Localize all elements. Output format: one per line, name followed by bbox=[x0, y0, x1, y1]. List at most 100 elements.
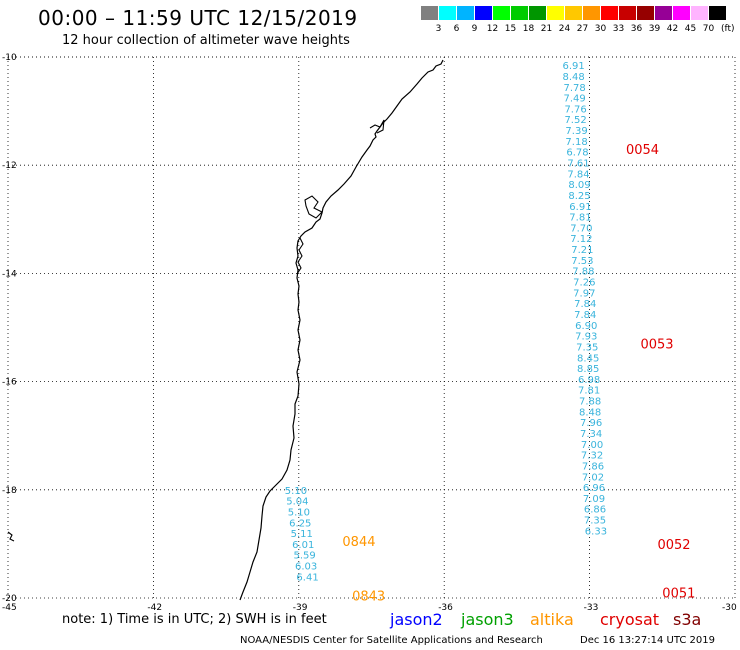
swh-value: 7.81 bbox=[569, 213, 591, 224]
color-scale-swatch bbox=[673, 6, 690, 20]
swh-value: 7.93 bbox=[575, 332, 597, 343]
swh-value: 7.81 bbox=[578, 386, 600, 397]
swh-value: 5.10 bbox=[288, 507, 310, 518]
pass-time-label: 0051 bbox=[662, 587, 695, 602]
pass-time-label: 0843 bbox=[352, 589, 385, 604]
swh-value: 5.04 bbox=[286, 497, 308, 508]
color-scale-label: 9 bbox=[471, 24, 478, 34]
swh-value: 6.33 bbox=[585, 526, 607, 537]
coastline bbox=[7, 59, 444, 601]
color-scale-swatch bbox=[709, 6, 726, 20]
pass-time-label: 0054 bbox=[626, 143, 659, 158]
map-title: 00:00 – 11:59 UTC 12/15/2019 bbox=[38, 6, 358, 30]
swh-value: 6.96 bbox=[583, 483, 605, 494]
color-scale-label: 15 bbox=[504, 24, 517, 34]
lon-tick-label: -45 bbox=[2, 603, 17, 613]
legend-s3a: s3a bbox=[673, 610, 702, 629]
color-scale-label: 39 bbox=[648, 24, 661, 34]
graticule bbox=[7, 56, 736, 599]
swh-value: 7.12 bbox=[570, 234, 592, 245]
swh-value: 8.45 bbox=[577, 353, 599, 364]
swh-value: 7.97 bbox=[573, 288, 595, 299]
color-scale-swatch bbox=[493, 6, 510, 20]
coastline-inlet bbox=[369, 119, 385, 134]
color-scale-label: 21 bbox=[540, 24, 553, 34]
color-scale-label: 36 bbox=[630, 24, 643, 34]
swh-value: 6.78 bbox=[566, 148, 588, 159]
swh-value: 6.41 bbox=[296, 572, 318, 583]
swh-value: 7.76 bbox=[564, 104, 586, 115]
swh-value: 6.25 bbox=[289, 518, 311, 529]
color-scale-swatch bbox=[457, 6, 474, 20]
coastline-fragment bbox=[7, 531, 15, 542]
swh-value: 6.86 bbox=[584, 505, 606, 516]
swh-value: 7.34 bbox=[580, 429, 602, 440]
swh-value: 7.96 bbox=[580, 418, 602, 429]
swh-value: 7.70 bbox=[570, 223, 592, 234]
color-scale-swatch bbox=[601, 6, 618, 20]
swh-value: 8.25 bbox=[568, 191, 590, 202]
color-scale-swatch bbox=[619, 6, 636, 20]
color-scale-swatch bbox=[637, 6, 654, 20]
map-subtitle: 12 hour collection of altimeter wave hei… bbox=[62, 33, 350, 48]
coastline-path bbox=[239, 59, 444, 601]
lat-tick-label: -12 bbox=[2, 161, 17, 171]
swh-value: 7.49 bbox=[563, 94, 585, 105]
lat-tick-label: -14 bbox=[2, 269, 17, 279]
swh-value: 7.39 bbox=[565, 126, 587, 137]
color-scale-label: 12 bbox=[486, 24, 499, 34]
swh-value: 7.21 bbox=[571, 245, 593, 256]
footnote: note: 1) Time is in UTC; 2) SWH is in fe… bbox=[62, 612, 327, 627]
swh-value: 6.03 bbox=[295, 562, 317, 573]
color-scale-label: 24 bbox=[558, 24, 571, 34]
swh-value: 7.35 bbox=[576, 342, 598, 353]
swh-value: 7.61 bbox=[567, 158, 589, 169]
swh-value: 5.11 bbox=[291, 529, 313, 540]
swh-value: 7.88 bbox=[572, 267, 594, 278]
color-scale-swatch bbox=[547, 6, 564, 20]
lat-tick-label: -20 bbox=[2, 594, 17, 604]
lat-tick-label: -18 bbox=[2, 486, 17, 496]
color-scale-label: 3 bbox=[435, 24, 442, 34]
pass-time-label: 0053 bbox=[640, 338, 673, 353]
swh-value: 8.85 bbox=[577, 364, 599, 375]
swh-value: 7.00 bbox=[581, 440, 603, 451]
lon-tick-label: -42 bbox=[147, 603, 162, 613]
pass-timecodes: 0054 0053 0052 0051 0844 0843 bbox=[342, 143, 695, 604]
legend-jason3: jason3 bbox=[461, 610, 514, 629]
swh-value: 6.90 bbox=[575, 321, 597, 332]
color-scale-swatch bbox=[565, 6, 582, 20]
color-scale-swatch bbox=[439, 6, 456, 20]
lon-tick-label: -39 bbox=[293, 603, 308, 613]
credit-line: NOAA/NESDIS Center for Satellite Applica… bbox=[240, 635, 543, 646]
swh-value: 6.01 bbox=[292, 540, 314, 551]
color-scale-label: 30 bbox=[594, 24, 607, 34]
swh-value: 5.10 bbox=[285, 486, 307, 497]
swh-value: 7.18 bbox=[565, 137, 587, 148]
swh-value: 7.53 bbox=[571, 256, 593, 267]
swh-value: 8.48 bbox=[563, 72, 585, 83]
color-scale-label: 70 bbox=[702, 24, 715, 34]
swh-value: 6.98 bbox=[578, 375, 600, 386]
swh-value: 8.09 bbox=[568, 180, 590, 191]
swh-value: 5.59 bbox=[294, 551, 316, 562]
color-scale-swatch bbox=[475, 6, 492, 20]
swh-value: 7.52 bbox=[564, 115, 586, 126]
swh-value: 7.09 bbox=[583, 494, 605, 505]
swh-value: 7.84 bbox=[574, 299, 596, 310]
color-scale-unit: (ft) bbox=[721, 24, 735, 34]
swh-value: 7.26 bbox=[573, 278, 595, 289]
swh-value: 7.78 bbox=[563, 83, 585, 94]
swh-value: 7.88 bbox=[579, 397, 601, 408]
lat-tick-label: -10 bbox=[2, 53, 17, 63]
color-scale-label: 33 bbox=[612, 24, 625, 34]
lon-tick-label: -33 bbox=[584, 603, 599, 613]
color-scale-swatch bbox=[511, 6, 528, 20]
swh-value: 7.32 bbox=[581, 451, 603, 462]
swh-value: 7.84 bbox=[567, 169, 589, 180]
swh-value: 7.35 bbox=[584, 516, 606, 527]
color-scale-label: 18 bbox=[522, 24, 535, 34]
swh-value: 7.02 bbox=[582, 472, 604, 483]
swh-value: 7.84 bbox=[574, 310, 596, 321]
legend-cryosat: cryosat bbox=[600, 610, 660, 629]
